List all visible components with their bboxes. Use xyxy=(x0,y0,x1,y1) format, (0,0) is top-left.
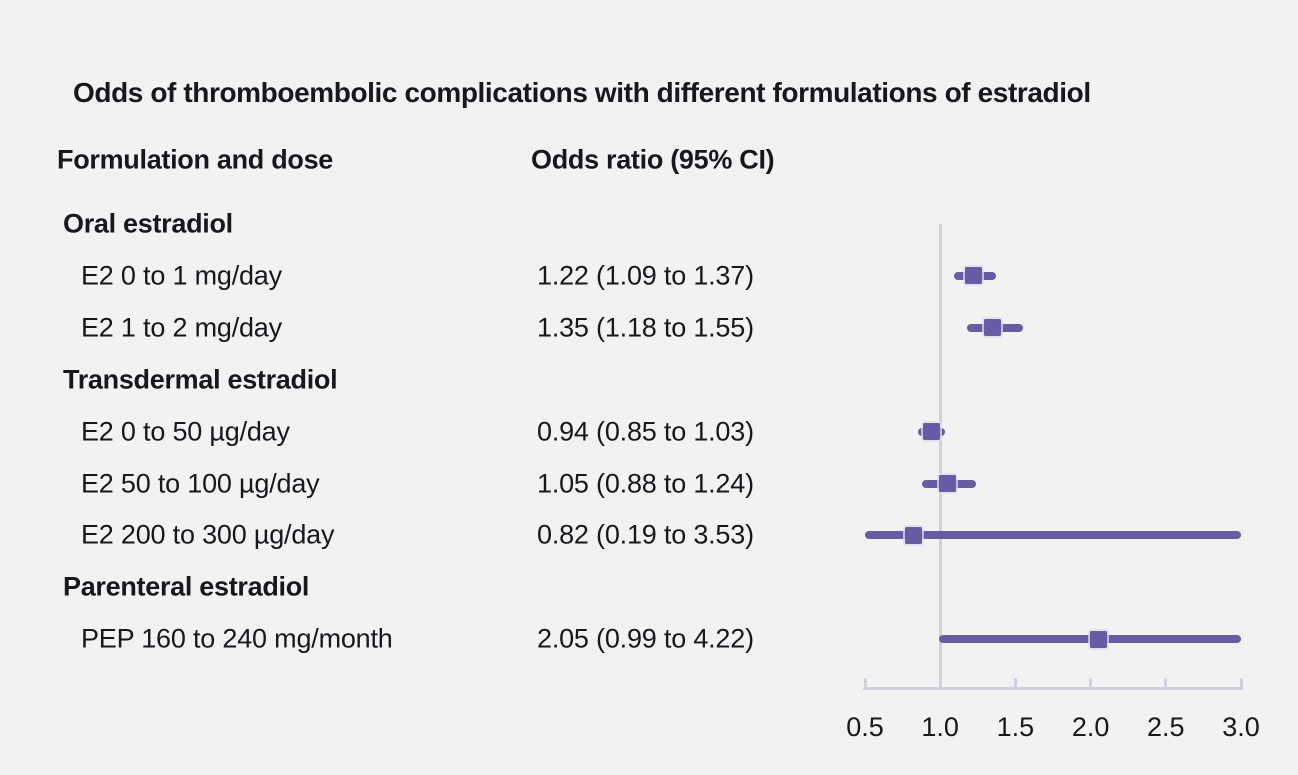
point-estimate-marker xyxy=(922,423,940,441)
odds-ratio-value: 0.82 (0.19 to 3.53) xyxy=(537,519,754,550)
point-estimate-marker xyxy=(939,475,957,492)
confidence-interval-bar xyxy=(865,531,1241,540)
row-label: E2 50 to 100 µg/day xyxy=(81,468,320,498)
odds-ratio-value: 2.05 (0.99 to 4.22) xyxy=(537,623,754,654)
row-label: E2 200 to 300 µg/day xyxy=(81,519,335,550)
odds-ratio-value: 0.94 (0.85 to 1.03) xyxy=(537,416,754,447)
reference-line xyxy=(938,224,942,690)
x-axis-tick xyxy=(1164,678,1168,690)
point-estimate-marker xyxy=(904,526,922,544)
x-axis-tick xyxy=(1239,678,1243,690)
x-axis-tick-label: 1.5 xyxy=(996,712,1035,742)
x-axis-tick xyxy=(863,678,867,690)
point-estimate-marker xyxy=(964,267,982,285)
odds-ratio-value: 1.22 (1.09 to 1.37) xyxy=(537,260,754,291)
x-axis-tick-label: 1.0 xyxy=(921,712,959,742)
group-label: Oral estradiol xyxy=(63,208,233,239)
x-axis-tick xyxy=(938,678,942,690)
x-axis-tick-label: 2.0 xyxy=(1071,712,1110,742)
row-label: E2 0 to 1 mg/day xyxy=(81,260,282,291)
row-label: E2 0 to 50 µg/day xyxy=(81,416,290,447)
group-label: Parenteral estradiol xyxy=(63,571,310,602)
row-label: E2 1 to 2 mg/day xyxy=(81,312,282,343)
x-axis-line xyxy=(863,687,1243,690)
x-axis-tick-label: 2.5 xyxy=(1147,712,1185,742)
row-label: PEP 160 to 240 mg/month xyxy=(81,623,393,654)
x-axis-tick xyxy=(1013,678,1017,690)
column-header-formulation-and-dose: Formulation and dose xyxy=(57,144,334,175)
point-estimate-marker xyxy=(1089,630,1107,648)
group-label: Transdermal estradiol xyxy=(63,364,338,395)
odds-ratio-value: 1.35 (1.18 to 1.55) xyxy=(537,312,754,343)
point-estimate-marker xyxy=(984,319,1002,337)
x-axis-tick-label: 0.5 xyxy=(846,712,884,742)
odds-ratio-value: 1.05 (0.88 to 1.24) xyxy=(537,468,754,498)
figure-title: Odds of thromboembolic complications wit… xyxy=(73,77,1091,108)
column-header-odds-ratio: Odds ratio (95% CI) xyxy=(531,144,775,175)
x-axis-tick-label: 3.0 xyxy=(1222,712,1260,742)
x-axis-tick xyxy=(1089,678,1093,690)
